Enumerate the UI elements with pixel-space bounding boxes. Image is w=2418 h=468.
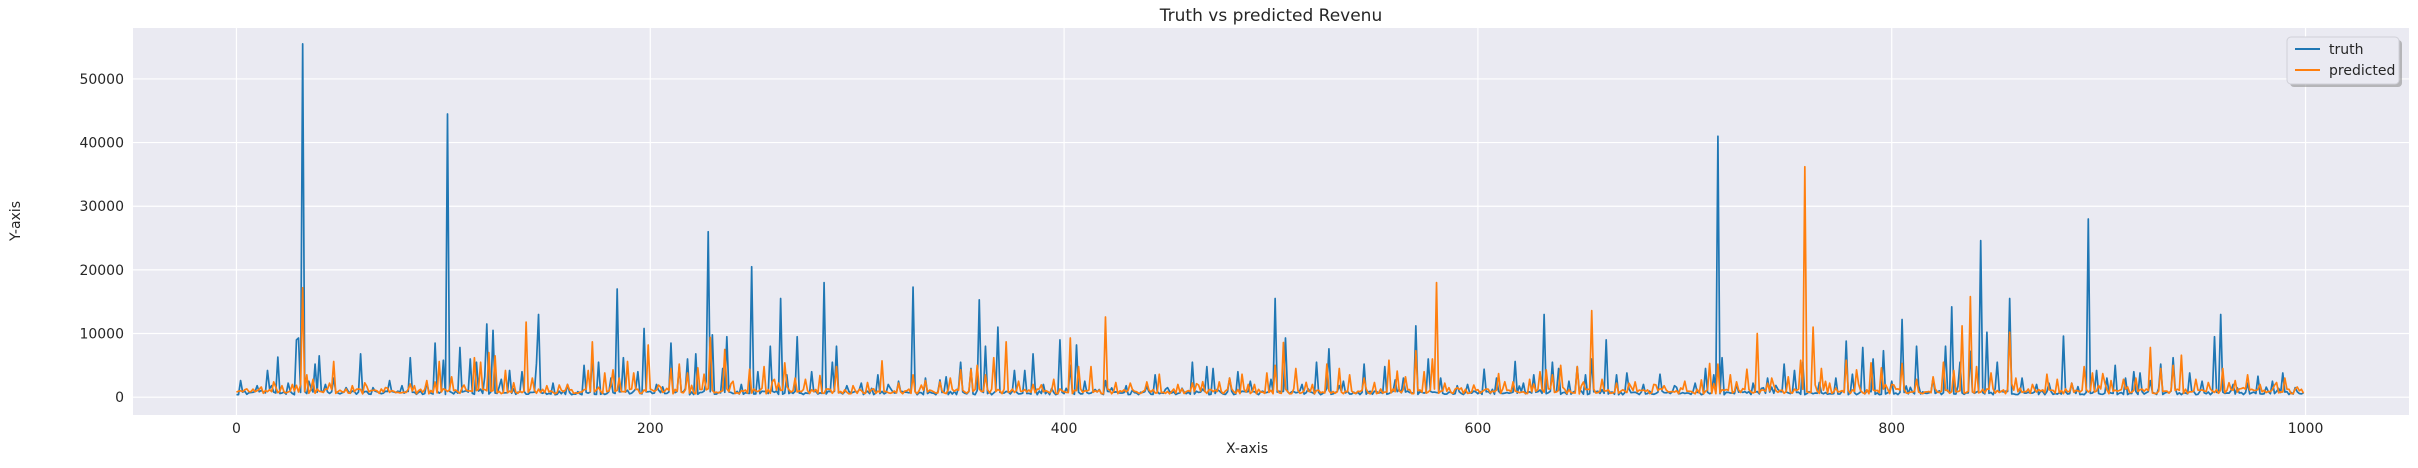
plot-background [133,28,2409,415]
x-tick-label: 1000 [2288,421,2324,437]
y-tick-labels: 0 10000 20000 30000 40000 50000 [79,72,124,406]
series-line-predicted [236,165,2305,395]
x-axis-label: X-axis [1226,441,1268,457]
y-tick-label: 0 [115,390,124,406]
y-tick-label: 30000 [79,199,124,215]
x-tick-label: 800 [1878,421,1905,437]
x-gridlines [235,28,2307,415]
legend: truth predicted [2286,36,2402,87]
series-line-truth [236,43,2304,396]
y-gridlines [133,78,2409,398]
y-tick-label: 10000 [79,327,124,343]
x-tick-label: 600 [1465,421,1492,437]
chart-title: Truth vs predicted Revenu [1159,6,1382,26]
x-tick-labels: 0 200 400 600 800 1000 [232,421,2323,437]
y-axis-label: Y-axis [8,201,24,242]
x-tick-label: 400 [1051,421,1078,437]
series-layer [236,43,2305,396]
y-tick-label: 50000 [79,72,124,88]
y-tick-label: 40000 [79,136,124,152]
y-tick-label: 20000 [79,263,124,279]
x-tick-label: 200 [637,421,664,437]
x-tick-label: 0 [232,421,241,437]
legend-predicted-label: predicted [2329,63,2395,79]
legend-truth-label: truth [2329,42,2363,58]
